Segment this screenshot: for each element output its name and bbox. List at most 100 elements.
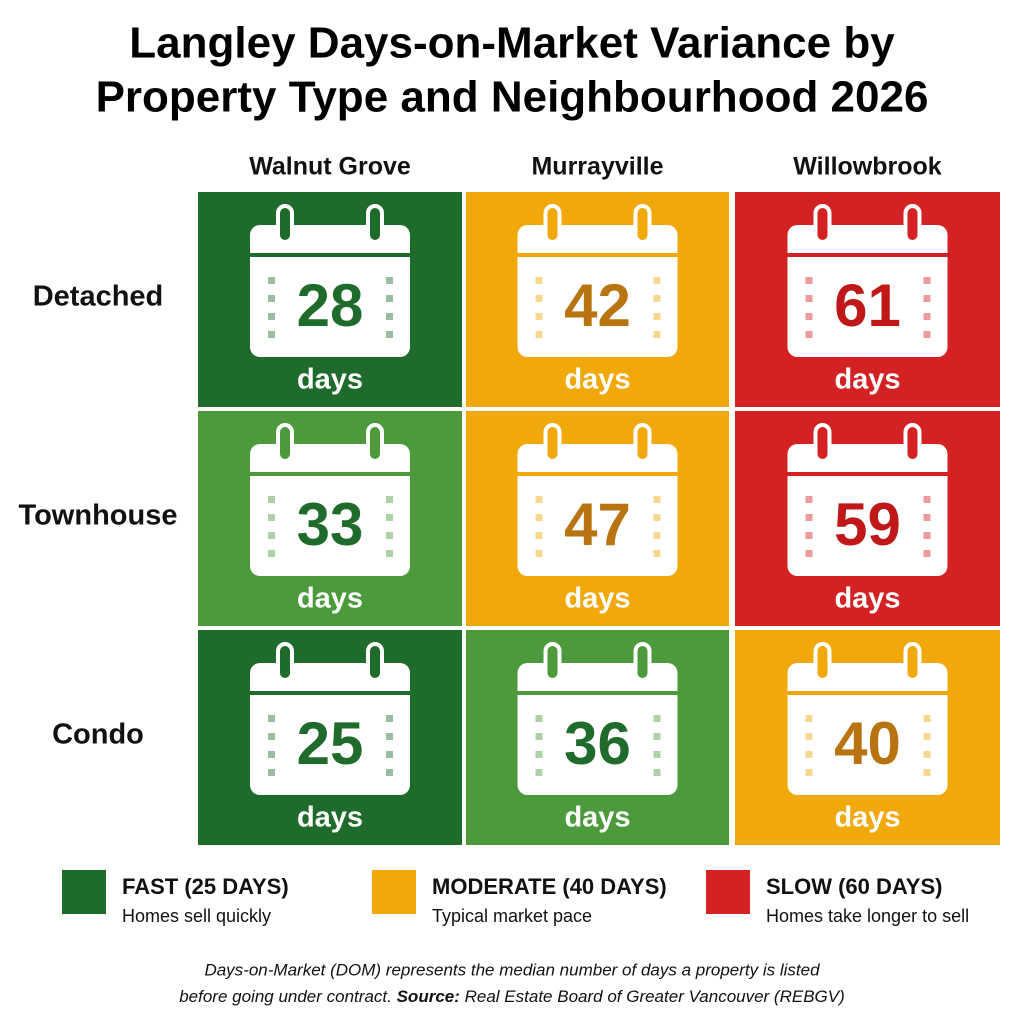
calendar-dot xyxy=(923,733,931,740)
legend-description: Homes sell quickly xyxy=(122,906,271,926)
value-label: 28 xyxy=(297,272,364,339)
calendar-ring xyxy=(366,642,384,682)
calendar-header-line xyxy=(517,253,678,257)
calendar-dot xyxy=(923,550,931,557)
calendar-dot xyxy=(535,550,543,557)
calendar-icon xyxy=(517,423,678,576)
calendar-icon xyxy=(787,642,948,795)
calendar-dot xyxy=(923,769,931,776)
calendar-dot xyxy=(923,277,931,284)
calendar-dot xyxy=(653,277,661,284)
calendar-dot xyxy=(923,532,931,539)
calendar-dot xyxy=(805,313,813,320)
value-label: 36 xyxy=(564,710,631,777)
calendar-dot xyxy=(268,715,275,722)
calendar-dot xyxy=(268,313,275,320)
calendar-dot xyxy=(535,532,543,539)
column-label: Willowbrook xyxy=(793,153,941,181)
calendar-header-line xyxy=(787,253,948,257)
legend-swatch xyxy=(372,870,416,914)
calendar-body xyxy=(517,225,678,357)
calendar-ring xyxy=(633,423,652,463)
calendar-dot xyxy=(923,514,931,521)
calendar-ring xyxy=(543,204,562,244)
calendar-header-line xyxy=(250,253,410,257)
calendar-dot xyxy=(535,313,543,320)
calendar-ring xyxy=(813,642,832,682)
calendar-dot xyxy=(268,277,275,284)
calendar-icon xyxy=(517,204,678,357)
calendar-dot xyxy=(386,295,393,302)
chart-title: Langley Days-on-Market Variance by xyxy=(129,19,895,68)
calendar-dot xyxy=(268,751,275,758)
value-label: 25 xyxy=(297,710,364,777)
calendar-dot xyxy=(923,331,931,338)
calendar-dot xyxy=(805,514,813,521)
calendar-dot xyxy=(805,532,813,539)
row-label: Detached xyxy=(33,281,164,313)
calendar-body xyxy=(517,663,678,795)
calendar-dot xyxy=(268,496,275,503)
value-label: 59 xyxy=(834,491,901,558)
calendar-ring xyxy=(276,204,294,244)
unit-label: days xyxy=(564,364,630,396)
legend-swatch xyxy=(706,870,750,914)
legend-name: SLOW (60 DAYS) xyxy=(766,874,942,899)
unit-label: days xyxy=(564,802,630,834)
calendar-ring xyxy=(276,423,294,463)
calendar-ring xyxy=(543,423,562,463)
row-label: Townhouse xyxy=(19,500,178,532)
calendar-dot xyxy=(653,313,661,320)
legend-swatch xyxy=(62,870,106,914)
footnote: before going under contract. Source: Rea… xyxy=(179,987,845,1006)
calendar-dot xyxy=(535,769,543,776)
calendar-dot xyxy=(535,733,543,740)
calendar-dot xyxy=(653,769,661,776)
calendar-dot xyxy=(386,331,393,338)
calendar-body xyxy=(250,663,410,795)
calendar-ring xyxy=(903,423,922,463)
calendar-dot xyxy=(535,496,543,503)
calendar-ring xyxy=(366,423,384,463)
calendar-header-line xyxy=(787,472,948,476)
calendar-icon xyxy=(250,642,410,795)
calendar-header-line xyxy=(517,691,678,695)
calendar-dot xyxy=(386,715,393,722)
calendar-body xyxy=(250,225,410,357)
calendar-dot xyxy=(923,715,931,722)
unit-label: days xyxy=(297,364,363,396)
calendar-dot xyxy=(535,295,543,302)
calendar-dot xyxy=(268,532,275,539)
unit-label: days xyxy=(834,802,900,834)
calendar-ring xyxy=(366,204,384,244)
calendar-dot xyxy=(268,295,275,302)
calendar-header-line xyxy=(517,472,678,476)
calendar-dot xyxy=(805,295,813,302)
calendar-dot xyxy=(386,550,393,557)
calendar-dot xyxy=(805,331,813,338)
calendar-icon xyxy=(787,204,948,357)
calendar-body xyxy=(787,663,948,795)
calendar-dot xyxy=(268,331,275,338)
value-label: 61 xyxy=(834,272,901,339)
calendar-dot xyxy=(805,277,813,284)
calendar-dot xyxy=(805,733,813,740)
calendar-ring xyxy=(543,642,562,682)
calendar-ring xyxy=(633,204,652,244)
value-label: 33 xyxy=(297,491,364,558)
calendar-dot xyxy=(653,532,661,539)
calendar-body xyxy=(517,444,678,576)
calendar-body xyxy=(787,225,948,357)
legend-description: Typical market pace xyxy=(432,906,592,926)
chart-title: Property Type and Neighbourhood 2026 xyxy=(96,73,929,122)
calendar-dot xyxy=(386,751,393,758)
source: Real Estate Board of Greater Vancouver (… xyxy=(465,987,845,1006)
calendar-dot xyxy=(535,331,543,338)
calendar-icon xyxy=(250,204,410,357)
calendar-dot xyxy=(535,277,543,284)
calendar-dot xyxy=(653,295,661,302)
source-label: Source: xyxy=(397,987,460,1006)
calendar-body xyxy=(250,444,410,576)
calendar-dot xyxy=(386,277,393,284)
unit-label: days xyxy=(297,583,363,615)
